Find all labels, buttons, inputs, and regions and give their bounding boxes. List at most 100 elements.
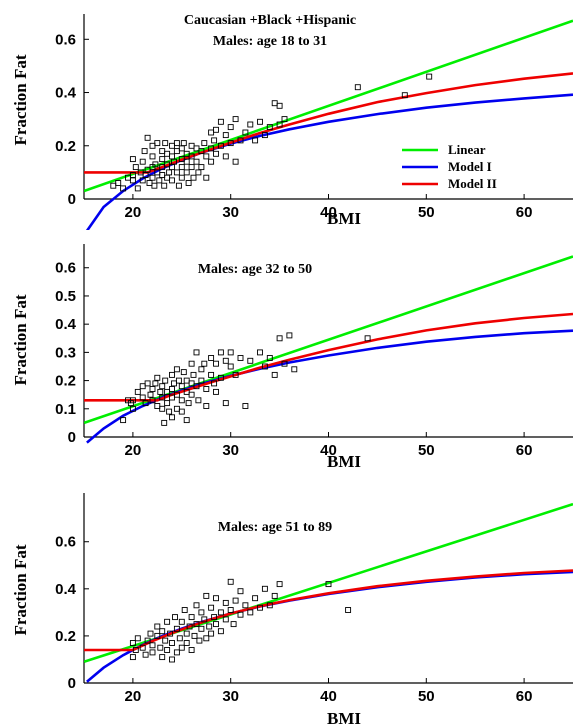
data-point: [198, 148, 205, 155]
data-point: [237, 137, 244, 144]
data-point: [159, 383, 166, 390]
data-point: [257, 604, 263, 611]
y-tick-label: 0.2: [55, 373, 76, 390]
data-point: [208, 604, 215, 611]
data-point: [237, 588, 244, 595]
x-axis-title: BMI: [327, 709, 361, 728]
data-point: [193, 621, 200, 628]
y-tick-label: 0.6: [55, 260, 76, 277]
data-point: [164, 150, 171, 157]
data-point: [173, 169, 180, 176]
data-point: [291, 366, 298, 373]
data-point: [142, 400, 149, 407]
data-point: [159, 654, 166, 661]
data-point: [173, 140, 180, 147]
y-tick-label: 0.1: [55, 401, 76, 418]
data-point: [144, 380, 151, 387]
data-point: [217, 349, 224, 356]
data-point: [141, 148, 148, 155]
data-point: [176, 635, 183, 642]
data-point: [252, 137, 259, 144]
data-point: [175, 182, 182, 189]
data-point: [401, 92, 408, 99]
data-points: [129, 578, 352, 663]
data-point: [190, 174, 197, 181]
data-point: [142, 651, 149, 658]
data-point: [242, 403, 249, 409]
data-point: [159, 405, 166, 412]
data-point: [175, 377, 182, 384]
data-point: [185, 400, 192, 407]
data-point: [211, 614, 218, 621]
data-point: [188, 360, 195, 367]
data-point: [232, 371, 239, 378]
data-point: [217, 142, 224, 149]
data-point: [161, 419, 168, 426]
data-point: [213, 595, 219, 602]
data-point: [180, 140, 187, 147]
data-point: [178, 644, 185, 651]
x-tick-label: 40: [320, 204, 337, 221]
data-point: [208, 129, 215, 136]
data-point: [169, 386, 175, 392]
data-point: [171, 158, 177, 165]
data-point: [203, 403, 210, 409]
data-point: [193, 158, 200, 165]
legend-label: Linear: [448, 142, 486, 157]
data-point: [232, 597, 239, 604]
data-point: [159, 156, 166, 163]
data-point: [172, 614, 178, 621]
data-point: [257, 349, 263, 356]
data-point: [247, 121, 254, 128]
y-tick-label: 0: [68, 429, 76, 446]
y-tick-label: 0.4: [55, 316, 77, 333]
data-point: [154, 632, 161, 639]
data-point: [169, 371, 175, 378]
data-point: [164, 400, 171, 407]
x-tick-label: 50: [418, 442, 435, 459]
data-point: [203, 174, 210, 181]
legend-label: Model I: [448, 159, 492, 174]
data-point: [232, 116, 239, 123]
y-tick-label: 0.2: [55, 138, 76, 155]
data-point: [222, 599, 229, 606]
x-tick-label: 20: [125, 204, 142, 221]
data-point: [276, 121, 283, 128]
data-point: [222, 153, 229, 160]
y-tick-label: 0.4: [55, 581, 77, 598]
data-point: [152, 161, 159, 168]
data-point: [281, 116, 288, 123]
data-point: [217, 374, 224, 381]
data-point: [157, 388, 164, 395]
data-point: [222, 357, 229, 364]
data-point: [208, 158, 215, 165]
data-point: [227, 140, 234, 147]
series-line-linear: [84, 255, 573, 425]
data-point: [195, 397, 202, 404]
data-point: [222, 132, 229, 139]
data-point: [276, 581, 283, 588]
x-axis-title: BMI: [327, 452, 361, 471]
series-line-linear: [84, 19, 573, 193]
data-point: [208, 145, 215, 152]
chart-title: Caucasian +Black +Hispanic: [184, 13, 356, 28]
x-tick-label: 40: [320, 442, 337, 459]
data-point: [139, 394, 146, 401]
data-point: [149, 649, 156, 656]
x-tick-label: 40: [320, 688, 337, 705]
data-point: [213, 621, 219, 628]
data-point: [151, 182, 158, 189]
legend-label: Model II: [448, 176, 497, 191]
data-point: [154, 374, 161, 381]
x-tick-label: 30: [222, 442, 239, 459]
data-point: [169, 640, 175, 646]
data-point: [181, 607, 188, 613]
y-tick-label: 0.5: [55, 288, 76, 305]
x-tick-label: 20: [125, 442, 142, 459]
data-point: [203, 386, 210, 392]
x-axis-title: BMI: [327, 209, 361, 228]
data-point: [227, 124, 234, 131]
data-point: [183, 640, 190, 646]
data-point: [271, 371, 278, 378]
data-point: [183, 158, 190, 165]
